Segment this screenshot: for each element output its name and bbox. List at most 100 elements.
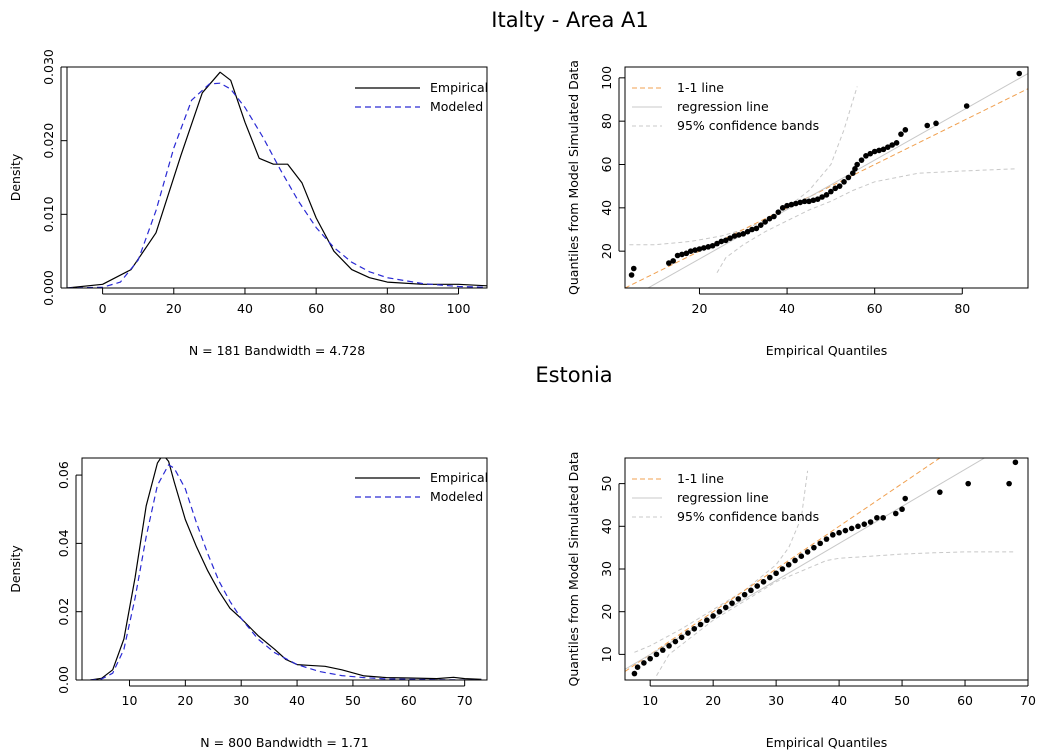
y-axis-label: Quantiles from Model Simulated Data [566,452,581,687]
qq-point [754,583,761,589]
plot-area [625,70,1028,288]
qq-point [722,604,729,611]
qq-point [753,225,760,232]
qq-point [631,670,638,677]
y-tick-label: 0.04 [56,529,71,557]
x-axis-label: N = 800 Bandwidth = 1.71 [200,735,368,750]
density-series-empirical [67,71,487,288]
qq-point [963,103,970,109]
x-axis-label: Empirical Quantiles [766,343,887,358]
qq-point [666,260,672,266]
qq-point [736,232,742,238]
x-tick-label: 10 [642,693,658,708]
qq-point [801,198,808,205]
plot-frame [81,457,488,681]
qq-point [704,617,710,624]
qq-point [792,557,798,564]
qq-point [828,188,834,195]
qq-point [852,166,858,172]
confidence-band [716,168,1015,274]
qq-point [842,527,849,534]
qq-point [679,251,685,258]
x-tick-label: 80 [954,301,970,316]
x-axis-label: Empirical Quantiles [766,735,887,750]
qq-point [898,131,904,137]
qq-point [924,122,931,129]
qq-point [855,523,861,530]
qq-point [685,630,691,636]
x-tick-label: 60 [401,693,417,708]
x-tick-label: 70 [1020,693,1036,708]
x-tick-label: 20 [705,693,721,708]
qq-point [718,238,725,245]
y-tick-label: 40 [599,200,614,216]
x-tick-label: 60 [957,693,973,708]
x-tick-label: 40 [831,693,847,708]
qq-point [716,608,723,615]
qq-point [687,248,694,254]
qq-point [861,521,868,527]
qq-point [748,587,754,594]
qq-point [785,561,792,568]
qq-point [810,197,817,204]
qq-point [880,514,886,521]
qq-point [691,625,698,632]
qq-point [841,179,847,185]
qq-point [885,144,891,150]
qq-point [893,140,900,146]
qq-point [749,226,755,233]
qq-point [823,192,830,198]
qq-point [701,245,707,251]
qq-point [858,157,865,163]
confidence-band [656,551,1016,676]
legend-label: Empirical [430,80,488,95]
legend-label: Modeled [430,489,483,504]
qq-point [1006,480,1012,487]
qq-point [793,200,799,207]
qq-point [628,272,635,278]
qq-point [899,506,905,513]
qq-point [674,252,681,259]
legend-label: 95% confidence bands [677,118,819,133]
legend: 1-1 line regression line 95% confidence ba… [632,471,819,524]
qq-point [867,150,874,157]
x-tick-label: 30 [233,693,249,708]
qq-point [697,621,704,628]
qq-point [933,120,939,127]
qq-point [784,202,790,209]
qq-point [892,510,899,517]
y-tick-label: 30 [599,561,614,577]
legend: 1-1 line regression line 95% confidence ba… [632,80,819,133]
qq-point [647,655,653,662]
qq-point [880,146,887,153]
y-tick-label: 100 [599,66,614,90]
qq-point [740,231,747,237]
qq-point [797,199,804,206]
qq-point [814,196,821,202]
qq-point [965,480,971,487]
y-tick-label: 20 [599,243,614,259]
qq-point [773,570,779,577]
qq-point [653,651,660,658]
qq-point [771,213,777,220]
qq-point [710,613,716,619]
qq-point [779,205,786,211]
qq-point [1012,459,1019,466]
y-tick-label: 0.00 [56,666,71,694]
plot-area [67,71,487,288]
legend: Empirical Modeled [355,470,488,504]
legend-label: 1-1 line [677,80,724,95]
y-axis-label: Density [8,545,23,593]
qq-point [817,540,824,547]
y-tick-label: 40 [599,518,614,534]
legend: Empirical Modeled [355,80,488,114]
qq-point [937,489,943,495]
qq-point [829,532,836,538]
italy-density-panel: 0 20 40 60 80 100 0.000 0.010 0.020 0.030 N = 181 … [8,49,488,358]
qq-point [709,242,716,249]
y-tick-label: 20 [599,604,614,620]
qq-point [630,265,637,272]
qq-point [731,233,738,239]
legend-label: 1-1 line [677,471,724,486]
